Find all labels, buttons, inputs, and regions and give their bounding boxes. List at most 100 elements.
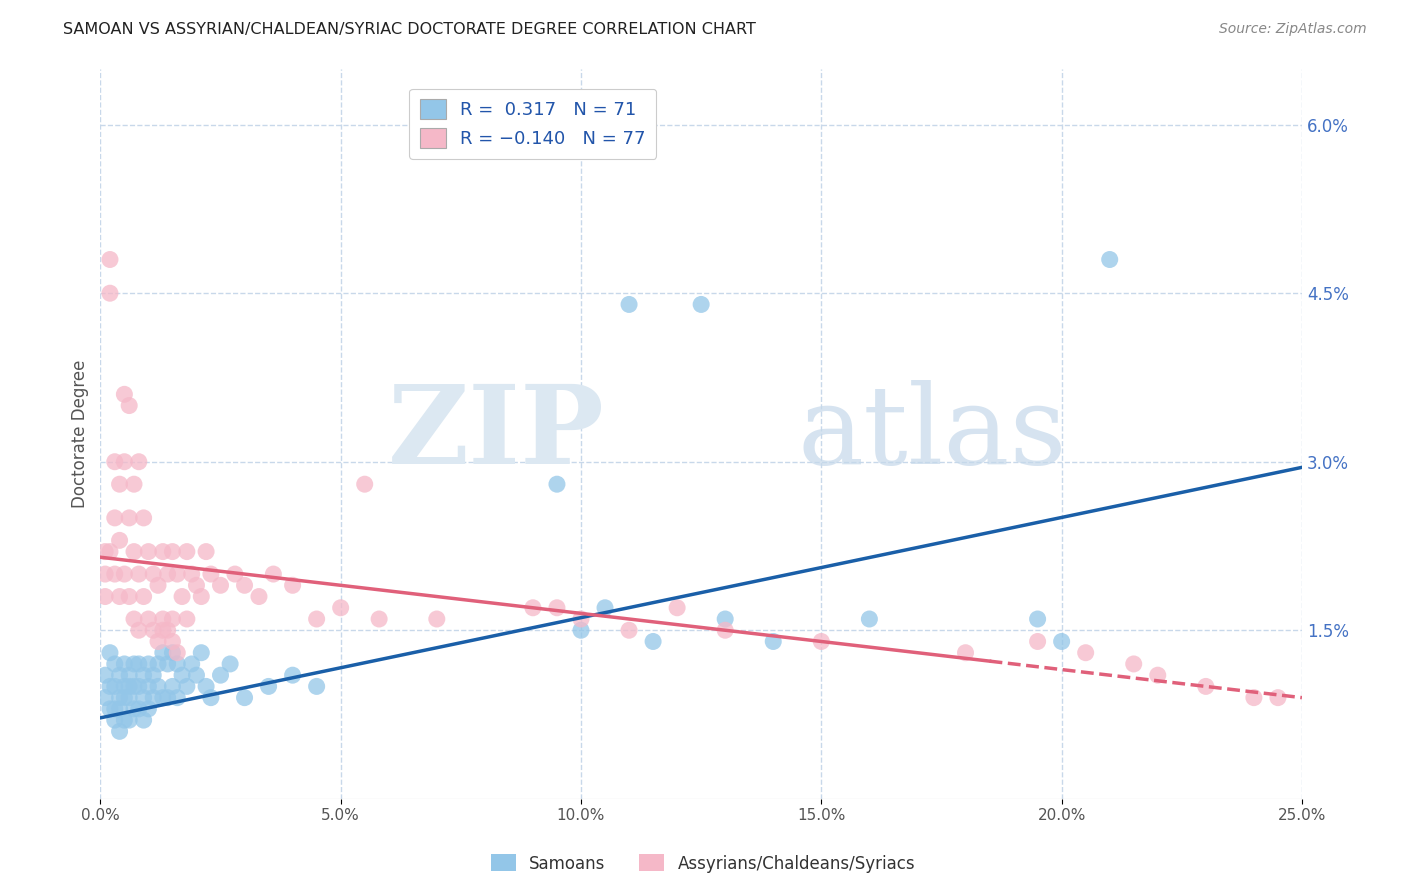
Point bbox=[122, 612, 145, 626]
Point bbox=[108, 477, 131, 491]
Point bbox=[138, 612, 160, 626]
Point bbox=[138, 702, 160, 716]
Point bbox=[104, 657, 127, 671]
Point bbox=[617, 624, 640, 638]
Point bbox=[810, 634, 832, 648]
Point bbox=[1122, 657, 1144, 671]
Point bbox=[132, 713, 155, 727]
Point bbox=[132, 511, 155, 525]
Point bbox=[152, 544, 174, 558]
Point bbox=[1195, 680, 1218, 694]
Point bbox=[714, 612, 737, 626]
Point bbox=[209, 578, 232, 592]
Point bbox=[233, 690, 256, 705]
Point bbox=[666, 600, 689, 615]
Point bbox=[1026, 612, 1049, 626]
Point bbox=[762, 634, 785, 648]
Point bbox=[94, 668, 117, 682]
Point bbox=[112, 680, 135, 694]
Point bbox=[132, 668, 155, 682]
Point bbox=[122, 657, 145, 671]
Point bbox=[162, 646, 184, 660]
Point bbox=[156, 657, 179, 671]
Point bbox=[152, 690, 174, 705]
Point bbox=[108, 724, 131, 739]
Legend: R =  0.317   N = 71, R = −0.140   N = 77: R = 0.317 N = 71, R = −0.140 N = 77 bbox=[409, 88, 657, 159]
Point bbox=[112, 455, 135, 469]
Point bbox=[104, 511, 127, 525]
Point bbox=[1146, 668, 1168, 682]
Point bbox=[108, 590, 131, 604]
Point bbox=[122, 544, 145, 558]
Point bbox=[156, 567, 179, 582]
Point bbox=[132, 690, 155, 705]
Point bbox=[281, 578, 304, 592]
Point bbox=[132, 590, 155, 604]
Point bbox=[146, 634, 169, 648]
Point bbox=[112, 387, 135, 401]
Point bbox=[98, 286, 121, 301]
Point bbox=[146, 657, 169, 671]
Point bbox=[112, 713, 135, 727]
Point bbox=[643, 634, 665, 648]
Point bbox=[257, 680, 280, 694]
Point bbox=[118, 511, 141, 525]
Point bbox=[128, 680, 150, 694]
Point bbox=[1098, 252, 1121, 267]
Point bbox=[94, 567, 117, 582]
Point bbox=[176, 680, 198, 694]
Point bbox=[152, 612, 174, 626]
Point bbox=[118, 680, 141, 694]
Point bbox=[118, 668, 141, 682]
Point bbox=[98, 544, 121, 558]
Point bbox=[166, 657, 188, 671]
Point bbox=[690, 297, 713, 311]
Point bbox=[128, 657, 150, 671]
Point bbox=[104, 567, 127, 582]
Point bbox=[142, 567, 165, 582]
Point bbox=[128, 567, 150, 582]
Point bbox=[142, 624, 165, 638]
Point bbox=[186, 668, 208, 682]
Text: ZIP: ZIP bbox=[388, 380, 605, 487]
Point bbox=[104, 702, 127, 716]
Point bbox=[162, 634, 184, 648]
Point bbox=[546, 477, 568, 491]
Point bbox=[190, 646, 212, 660]
Point bbox=[94, 690, 117, 705]
Point bbox=[1267, 690, 1289, 705]
Point bbox=[118, 399, 141, 413]
Point bbox=[146, 680, 169, 694]
Point bbox=[112, 690, 135, 705]
Point bbox=[176, 612, 198, 626]
Point bbox=[617, 297, 640, 311]
Text: SAMOAN VS ASSYRIAN/CHALDEAN/SYRIAC DOCTORATE DEGREE CORRELATION CHART: SAMOAN VS ASSYRIAN/CHALDEAN/SYRIAC DOCTO… bbox=[63, 22, 756, 37]
Point bbox=[108, 702, 131, 716]
Point bbox=[176, 544, 198, 558]
Point bbox=[104, 455, 127, 469]
Point bbox=[368, 612, 391, 626]
Point bbox=[1026, 634, 1049, 648]
Point bbox=[1243, 690, 1265, 705]
Point bbox=[209, 668, 232, 682]
Point bbox=[353, 477, 375, 491]
Point bbox=[522, 600, 544, 615]
Point bbox=[98, 702, 121, 716]
Point bbox=[108, 668, 131, 682]
Point bbox=[152, 624, 174, 638]
Point bbox=[281, 668, 304, 682]
Point bbox=[170, 590, 193, 604]
Point bbox=[122, 680, 145, 694]
Point bbox=[122, 477, 145, 491]
Point bbox=[200, 690, 222, 705]
Point bbox=[955, 646, 977, 660]
Text: Source: ZipAtlas.com: Source: ZipAtlas.com bbox=[1219, 22, 1367, 37]
Point bbox=[108, 690, 131, 705]
Point bbox=[162, 680, 184, 694]
Point bbox=[166, 567, 188, 582]
Point bbox=[138, 680, 160, 694]
Point bbox=[156, 690, 179, 705]
Point bbox=[569, 624, 592, 638]
Point bbox=[714, 624, 737, 638]
Point bbox=[593, 600, 616, 615]
